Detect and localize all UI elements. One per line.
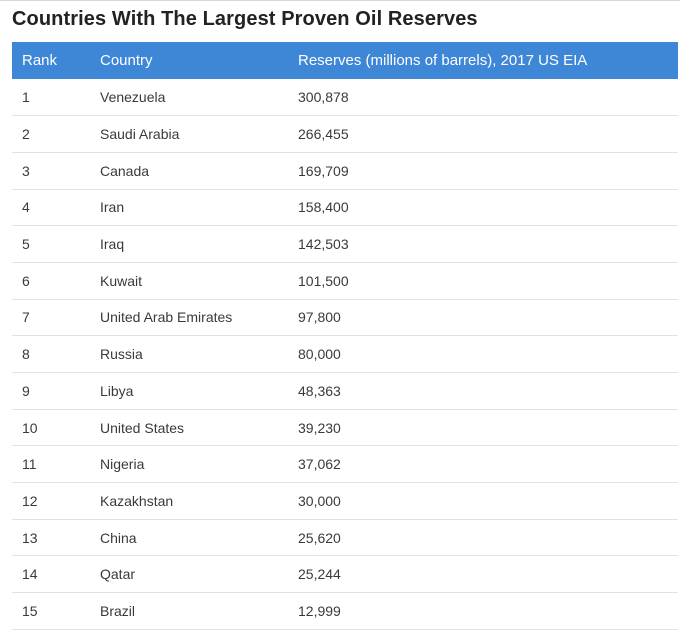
cell-rank: 8 [22,346,30,363]
table-row: 15 Brazil 12,999 [12,593,678,630]
cell-country: Kazakhstan [100,492,174,509]
cell-reserves: 48,363 [298,382,341,399]
page-title: Countries With The Largest Proven Oil Re… [12,8,478,30]
cell-country: Kuwait [100,272,143,289]
table-row: 11 Nigeria 37,062 [12,446,678,483]
table-row: 6 Kuwait 101,500 [12,262,678,300]
cell-country: Iran [100,199,125,216]
cell-country: United States [100,419,185,436]
cell-rank: 3 [22,162,30,179]
table-row: 9 Libya 48,363 [12,373,678,410]
cell-reserves: 80,000 [298,346,341,363]
table-row: 4 Iran 158,400 [12,189,678,226]
header-reserves: Reserves (millions of barrels), 2017 US … [298,52,588,69]
header-rank: Rank [22,52,58,69]
cell-rank: 7 [22,309,30,326]
cell-country: Canada [100,162,150,179]
cell-country: China [100,529,137,546]
cell-country: United Arab Emirates [100,309,233,326]
cell-reserves: 39,230 [298,419,341,436]
cell-rank: 6 [22,272,30,289]
reserves-table-container: Rank Country Reserves (millions of barre… [12,42,678,630]
table-row: 5 Iraq 142,503 [12,226,678,263]
table-row: 12 Kazakhstan 30,000 [12,483,678,520]
cell-country: Brazil [100,602,136,619]
top-divider [0,0,680,1]
cell-reserves: 25,620 [298,529,341,546]
cell-rank: 9 [22,382,30,399]
table-row: 1 Venezuela 300,878 [12,79,678,116]
cell-reserves: 12,999 [298,602,341,619]
cell-country: Qatar [100,566,136,583]
cell-rank: 13 [22,529,38,546]
table-row: 14 Qatar 25,244 [12,556,678,593]
table-row: 2 Saudi Arabia 266,455 [12,116,678,153]
cell-reserves: 300,878 [298,89,349,106]
cell-rank: 11 [22,456,37,473]
cell-rank: 12 [22,492,38,509]
table-row: 13 China 25,620 [12,519,678,556]
table-row: 7 United Arab Emirates 97,800 [12,299,678,336]
cell-country: Iraq [100,236,125,253]
cell-rank: 2 [22,126,30,143]
table-row: 3 Canada 169,709 [12,152,678,190]
cell-rank: 14 [22,566,38,583]
cell-reserves: 97,800 [298,309,341,326]
table-body: 1 Venezuela 300,878 2 Saudi Arabia 266,4… [12,79,678,630]
cell-rank: 5 [22,236,30,253]
cell-reserves: 25,244 [298,566,341,583]
header-country: Country [100,52,153,69]
cell-rank: 1 [22,89,30,106]
cell-reserves: 37,062 [298,456,341,473]
cell-country: Nigeria [100,456,145,473]
cell-reserves: 158,400 [298,199,349,216]
cell-rank: 10 [22,419,38,436]
cell-reserves: 169,709 [298,162,349,179]
cell-country: Saudi Arabia [100,126,180,143]
cell-country: Russia [100,346,143,363]
cell-country: Libya [100,382,134,399]
cell-rank: 4 [22,199,30,216]
cell-rank: 15 [22,602,38,619]
cell-reserves: 266,455 [298,126,349,143]
reserves-table: Rank Country Reserves (millions of barre… [12,42,678,630]
cell-reserves: 30,000 [298,492,341,509]
header-row: Rank Country Reserves (millions of barre… [12,42,678,79]
table-header: Rank Country Reserves (millions of barre… [12,42,678,79]
cell-reserves: 142,503 [298,236,349,253]
table-row: 10 United States 39,230 [12,409,678,446]
cell-country: Venezuela [100,89,166,106]
table-row: 8 Russia 80,000 [12,336,678,373]
cell-reserves: 101,500 [298,272,349,289]
